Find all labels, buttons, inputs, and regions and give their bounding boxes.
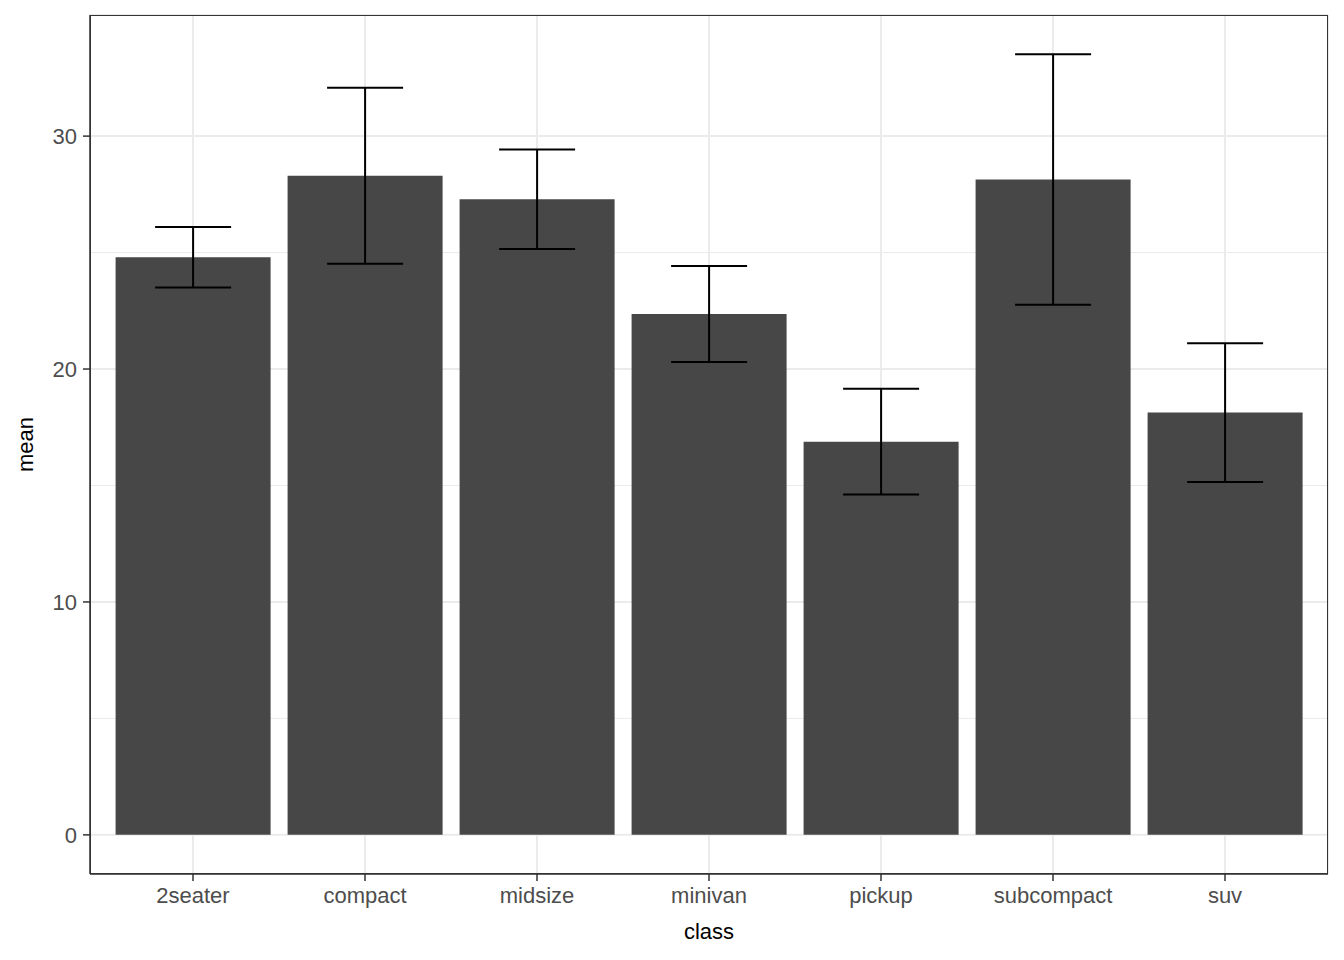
svg-text:class: class — [684, 919, 734, 944]
svg-text:10: 10 — [53, 590, 77, 615]
svg-text:20: 20 — [53, 357, 77, 382]
svg-text:pickup: pickup — [849, 883, 913, 908]
svg-text:compact: compact — [323, 883, 406, 908]
svg-text:subcompact: subcompact — [994, 883, 1113, 908]
svg-text:minivan: minivan — [671, 883, 747, 908]
svg-text:2seater: 2seater — [156, 883, 229, 908]
svg-text:mean: mean — [13, 417, 38, 472]
svg-text:0: 0 — [65, 823, 77, 848]
svg-text:suv: suv — [1208, 883, 1242, 908]
svg-text:midsize: midsize — [500, 883, 575, 908]
svg-text:30: 30 — [53, 124, 77, 149]
